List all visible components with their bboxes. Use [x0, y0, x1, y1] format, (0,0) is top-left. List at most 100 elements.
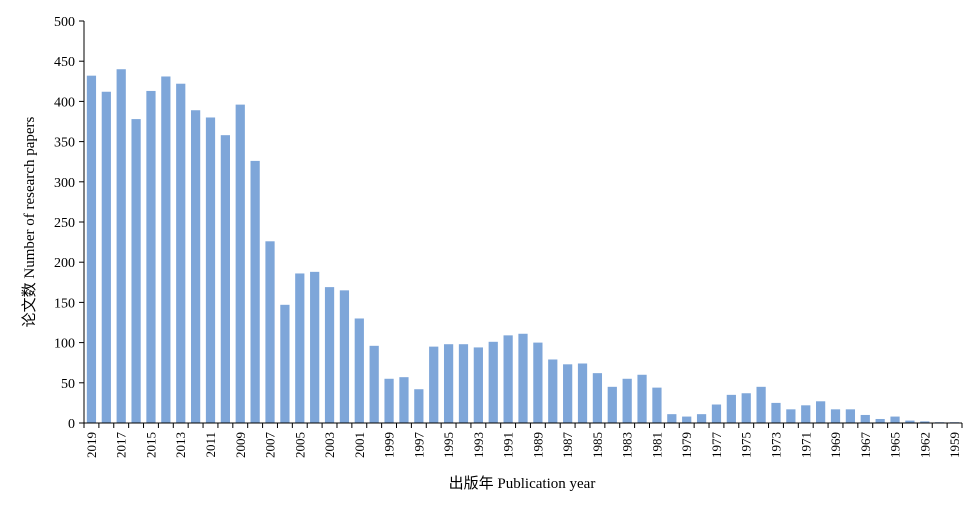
y-tick-label: 0 — [68, 417, 75, 432]
y-tick-label: 500 — [54, 15, 75, 30]
bar-2013 — [176, 83, 186, 424]
x-tick-label: 1959 — [947, 432, 962, 458]
y-tick-label: 450 — [54, 55, 75, 70]
bar-2012 — [191, 110, 201, 424]
bar-1980 — [667, 414, 677, 423]
x-tick-label: 1993 — [471, 432, 486, 458]
bar-2017 — [116, 69, 126, 424]
bar-2011 — [205, 117, 216, 423]
bar-1976 — [726, 394, 736, 423]
bar-1992 — [488, 341, 498, 423]
bar-1975 — [741, 393, 751, 423]
x-tick-label: 2011 — [203, 432, 218, 458]
x-tick-label: 2013 — [173, 432, 188, 458]
x-tick-label: 1979 — [679, 432, 694, 458]
bar-2016 — [131, 119, 141, 423]
bar-1969 — [830, 409, 841, 423]
bar-2008 — [250, 160, 260, 423]
y-tick-label: 100 — [54, 337, 75, 352]
x-tick-label: 1987 — [560, 432, 575, 459]
x-tick-label: 1973 — [768, 432, 783, 458]
bar-2000 — [369, 345, 379, 423]
x-tick-label: 2015 — [143, 432, 158, 458]
bar-1968 — [845, 409, 856, 423]
y-axis-ticks: 0 50 100 150 200 250 300 350 400 450 500 — [54, 15, 84, 432]
bar-1981 — [652, 387, 662, 423]
bar-series — [86, 69, 960, 424]
x-tick-label: 2019 — [84, 432, 99, 458]
y-tick-label: 50 — [61, 377, 75, 392]
x-tick-label: 2009 — [233, 432, 248, 458]
bar-2014 — [161, 76, 171, 423]
bar-1967 — [860, 414, 870, 423]
bar-1985 — [592, 373, 603, 423]
y-axis-label: 论文数 Number of research papers — [21, 116, 38, 327]
x-tick-label: 1985 — [590, 432, 605, 458]
x-tick-label: 1989 — [530, 432, 545, 458]
x-tick-label: 2001 — [352, 432, 367, 458]
bar-1998 — [399, 377, 409, 423]
bar-2004 — [310, 271, 320, 423]
bar-1962 — [920, 421, 930, 423]
bar-1979 — [682, 416, 692, 423]
x-tick-label: 1965 — [888, 432, 903, 458]
bar-1987 — [563, 364, 573, 423]
bar-2001 — [354, 318, 364, 423]
bar-1974 — [756, 386, 766, 423]
bar-1989 — [533, 342, 543, 423]
bar-1997 — [414, 389, 424, 423]
bar-2002 — [339, 290, 350, 423]
y-tick-label: 150 — [54, 296, 75, 311]
bar-2007 — [265, 241, 275, 423]
x-tick-label: 1962 — [917, 432, 932, 458]
bar-1988 — [548, 359, 558, 423]
x-axis-ticks: 2019 2017 2015 2013 2011 2009 2007 2005 2003 2001… — [83, 423, 963, 459]
x-tick-label: 1983 — [620, 432, 635, 458]
bar-2003 — [324, 287, 335, 423]
x-tick-label: 1981 — [649, 432, 664, 458]
bar-1978 — [696, 414, 707, 423]
x-tick-label: 1969 — [828, 432, 843, 458]
bar-1999 — [384, 378, 394, 423]
bar-2015 — [146, 90, 156, 423]
bar-2005 — [295, 273, 305, 423]
bar-1984 — [607, 386, 617, 423]
y-tick-label: 400 — [54, 95, 75, 110]
bar-1994 — [458, 344, 469, 423]
bar-1970 — [816, 401, 826, 423]
x-tick-label: 1991 — [501, 432, 516, 458]
y-tick-label: 300 — [54, 176, 75, 191]
x-tick-label: 1999 — [382, 432, 397, 458]
x-tick-label: 1975 — [739, 432, 754, 458]
x-tick-label: 2005 — [292, 432, 307, 458]
bar-1996 — [429, 346, 439, 423]
y-tick-label: 200 — [54, 256, 75, 271]
x-tick-label: 1971 — [798, 432, 813, 458]
bar-1971 — [801, 405, 811, 423]
x-tick-label: 1997 — [411, 432, 426, 459]
bar-1983 — [622, 378, 632, 423]
bar-1993 — [473, 347, 483, 423]
bar-1973 — [771, 402, 781, 423]
bar-1965 — [890, 416, 900, 423]
bar-1977 — [711, 404, 722, 423]
y-tick-label: 350 — [54, 136, 75, 151]
x-axis-label: 出版年 Publication year — [449, 475, 596, 492]
bar-2019 — [86, 75, 97, 424]
bar-1966 — [875, 418, 885, 423]
bar-2018 — [101, 91, 111, 423]
bar-2006 — [280, 304, 290, 423]
bar-1986 — [577, 363, 588, 423]
bar-1982 — [637, 374, 647, 423]
x-tick-label: 1967 — [858, 432, 873, 459]
bar-1972 — [786, 409, 796, 423]
x-tick-label: 1995 — [441, 432, 456, 458]
bar-1991 — [503, 335, 513, 423]
bar-1995 — [443, 344, 454, 423]
bar-2009 — [235, 104, 245, 424]
bar-2010 — [220, 135, 230, 424]
x-tick-label: 2017 — [114, 432, 129, 459]
y-tick-label: 250 — [54, 216, 75, 231]
x-tick-label: 1977 — [709, 432, 724, 459]
bar-1990 — [518, 333, 528, 423]
